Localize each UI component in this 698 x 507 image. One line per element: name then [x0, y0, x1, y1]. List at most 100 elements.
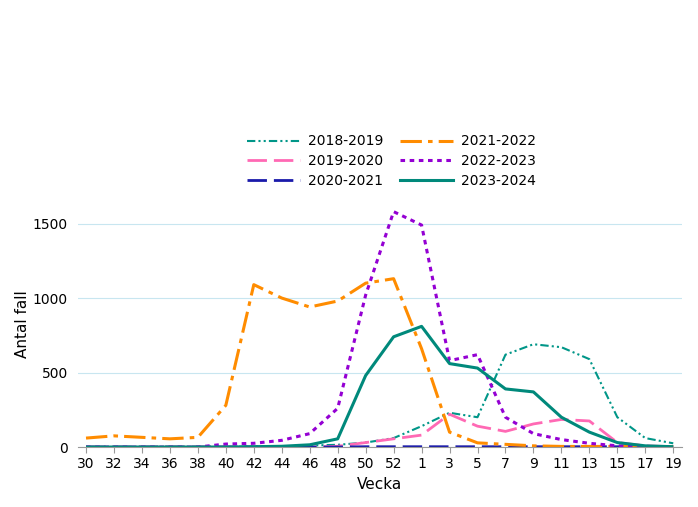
- 2019-2020: [138, 444, 146, 450]
- 2021-2022: [165, 436, 174, 442]
- 2019-2020: [417, 432, 426, 438]
- 2021-2022: [557, 444, 565, 450]
- 2023-2024: [417, 323, 426, 330]
- 2022-2023: [278, 437, 286, 443]
- 2023-2024: [82, 444, 90, 450]
- 2018-2019: [278, 443, 286, 449]
- 2021-2022: [501, 441, 510, 447]
- 2020-2021: [641, 444, 649, 450]
- 2018-2019: [529, 341, 537, 347]
- 2021-2022: [138, 434, 146, 441]
- Line: 2018-2019: 2018-2019: [86, 344, 674, 447]
- 2022-2023: [250, 440, 258, 446]
- 2020-2021: [110, 444, 118, 450]
- 2018-2019: [445, 410, 454, 416]
- 2018-2019: [110, 444, 118, 450]
- 2022-2023: [641, 444, 649, 450]
- 2020-2021: [557, 444, 565, 450]
- 2019-2020: [278, 444, 286, 450]
- 2019-2020: [445, 411, 454, 417]
- 2019-2020: [165, 444, 174, 450]
- 2020-2021: [529, 444, 537, 450]
- 2023-2024: [473, 365, 482, 371]
- 2020-2021: [501, 444, 510, 450]
- 2022-2023: [193, 444, 202, 450]
- 2023-2024: [306, 442, 314, 448]
- 2020-2021: [445, 444, 454, 450]
- 2020-2021: [362, 444, 370, 450]
- 2018-2019: [306, 443, 314, 449]
- 2020-2021: [389, 444, 398, 450]
- X-axis label: Vecka: Vecka: [357, 477, 402, 492]
- 2023-2024: [501, 386, 510, 392]
- Legend: 2018-2019, 2019-2020, 2020-2021, 2021-2022, 2022-2023, 2023-2024: 2018-2019, 2019-2020, 2020-2021, 2021-20…: [247, 134, 536, 188]
- 2023-2024: [165, 444, 174, 450]
- 2019-2020: [110, 444, 118, 450]
- 2019-2020: [306, 444, 314, 450]
- 2023-2024: [613, 440, 621, 446]
- 2023-2024: [278, 443, 286, 449]
- 2018-2019: [82, 444, 90, 450]
- 2018-2019: [334, 442, 342, 448]
- 2020-2021: [278, 444, 286, 450]
- Line: 2019-2020: 2019-2020: [86, 414, 674, 447]
- 2022-2023: [165, 444, 174, 450]
- 2022-2023: [306, 430, 314, 437]
- 2023-2024: [529, 389, 537, 395]
- 2019-2020: [82, 444, 90, 450]
- 2019-2020: [222, 444, 230, 450]
- 2023-2024: [445, 360, 454, 367]
- 2022-2023: [473, 352, 482, 358]
- 2019-2020: [501, 428, 510, 434]
- 2023-2024: [334, 436, 342, 442]
- 2018-2019: [222, 444, 230, 450]
- 2021-2022: [445, 429, 454, 435]
- 2022-2023: [557, 437, 565, 443]
- 2019-2020: [529, 421, 537, 427]
- Line: 2022-2023: 2022-2023: [86, 211, 674, 447]
- 2020-2021: [613, 444, 621, 450]
- 2021-2022: [473, 440, 482, 446]
- 2018-2019: [138, 444, 146, 450]
- 2019-2020: [334, 443, 342, 449]
- 2021-2022: [585, 444, 593, 450]
- 2022-2023: [501, 414, 510, 420]
- 2022-2023: [362, 292, 370, 298]
- 2018-2019: [250, 443, 258, 449]
- 2023-2024: [641, 443, 649, 449]
- 2020-2021: [669, 444, 678, 450]
- 2021-2022: [417, 346, 426, 352]
- 2018-2019: [613, 414, 621, 420]
- 2022-2023: [110, 444, 118, 450]
- 2023-2024: [222, 444, 230, 450]
- 2021-2022: [613, 444, 621, 450]
- 2019-2020: [557, 416, 565, 422]
- 2019-2020: [250, 444, 258, 450]
- 2018-2019: [193, 444, 202, 450]
- 2021-2022: [110, 433, 118, 439]
- 2023-2024: [389, 334, 398, 340]
- 2020-2021: [82, 444, 90, 450]
- 2019-2020: [585, 418, 593, 424]
- 2019-2020: [473, 423, 482, 429]
- 2021-2022: [362, 280, 370, 286]
- 2018-2019: [165, 444, 174, 450]
- 2018-2019: [585, 356, 593, 362]
- 2023-2024: [193, 444, 202, 450]
- Line: 2023-2024: 2023-2024: [86, 327, 674, 447]
- 2023-2024: [110, 444, 118, 450]
- 2020-2021: [417, 444, 426, 450]
- 2018-2019: [362, 440, 370, 446]
- 2023-2024: [250, 444, 258, 450]
- 2019-2020: [669, 444, 678, 450]
- 2020-2021: [473, 444, 482, 450]
- Line: 2021-2022: 2021-2022: [86, 279, 674, 447]
- 2021-2022: [82, 435, 90, 441]
- 2019-2020: [193, 444, 202, 450]
- 2021-2022: [222, 402, 230, 408]
- 2023-2024: [585, 429, 593, 435]
- 2021-2022: [334, 298, 342, 304]
- 2020-2021: [585, 444, 593, 450]
- 2020-2021: [222, 444, 230, 450]
- 2021-2022: [529, 443, 537, 449]
